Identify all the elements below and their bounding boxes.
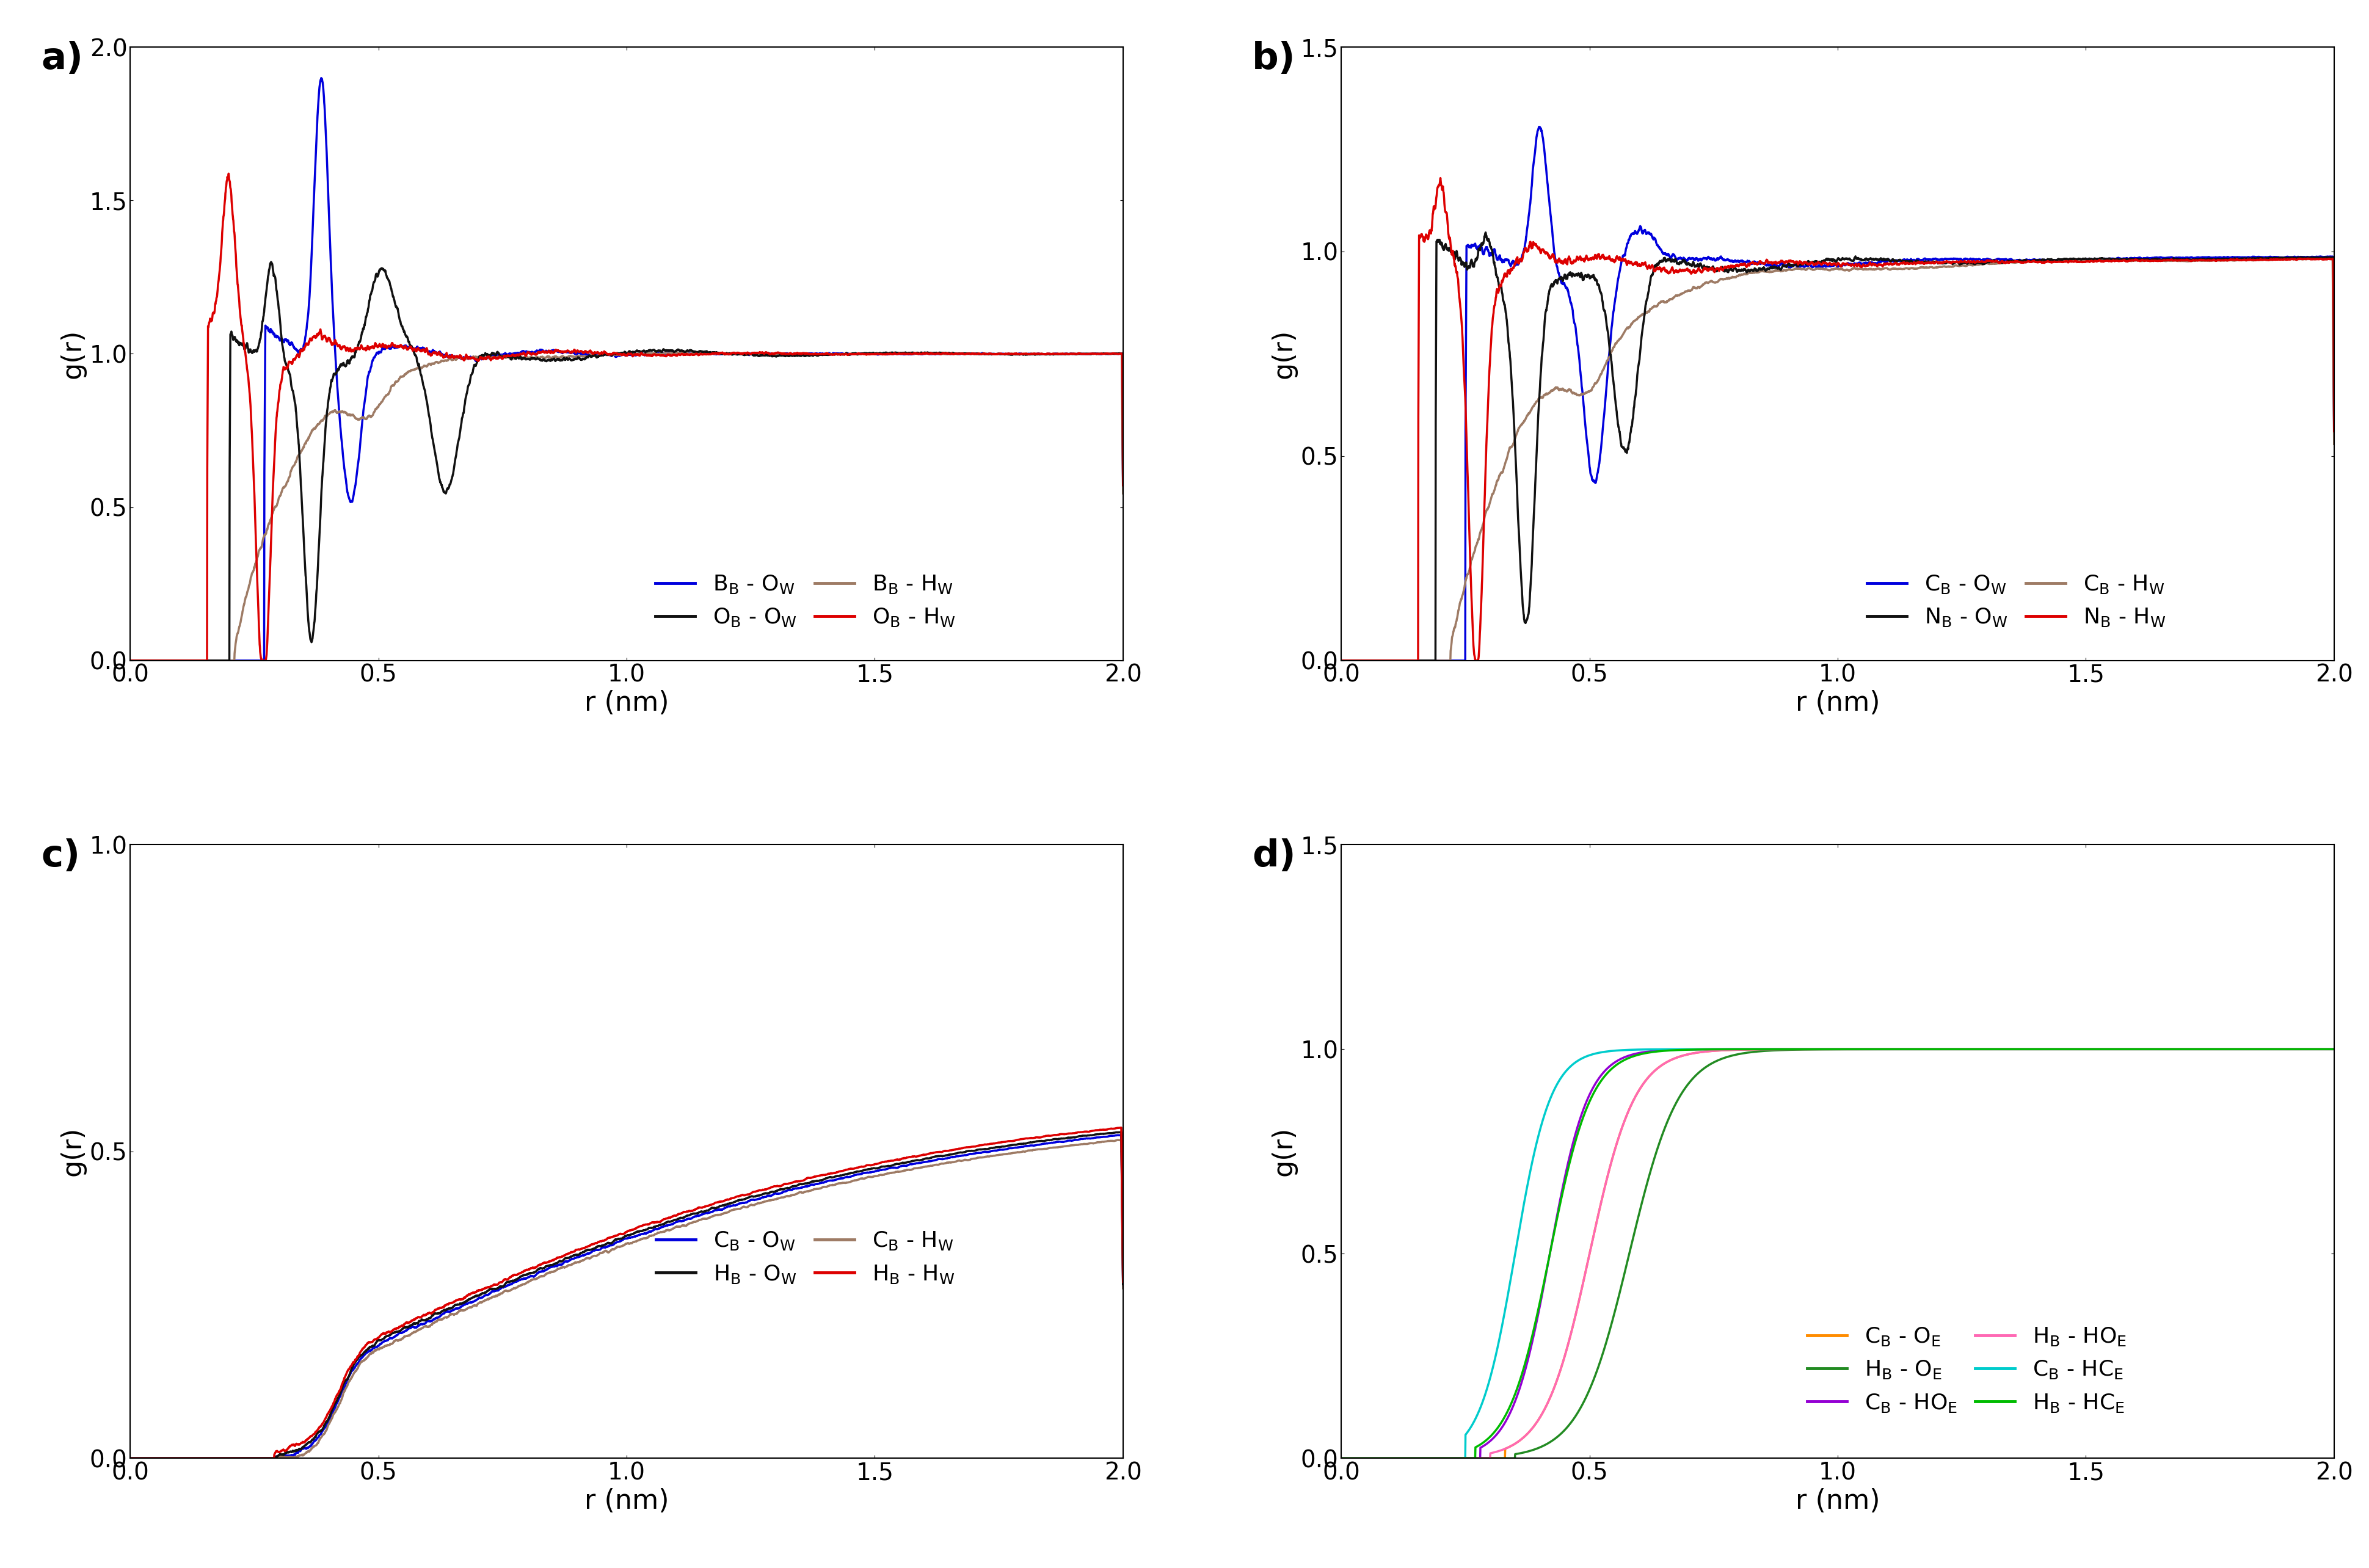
Text: a): a) xyxy=(40,41,83,77)
Y-axis label: g(r): g(r) xyxy=(1270,329,1296,378)
Text: c): c) xyxy=(40,839,81,875)
X-axis label: r (nm): r (nm) xyxy=(585,690,668,717)
Legend: $\mathrm{C_B}$ - $\mathrm{O_W}$, $\mathrm{H_B}$ - $\mathrm{O_W}$, $\mathrm{C_B}$: $\mathrm{C_B}$ - $\mathrm{O_W}$, $\mathr… xyxy=(647,1221,964,1294)
X-axis label: r (nm): r (nm) xyxy=(1796,1488,1879,1515)
Text: b): b) xyxy=(1251,41,1296,77)
Legend: $\mathrm{C_B}$ - $\mathrm{O_E}$, $\mathrm{H_B}$ - $\mathrm{O_E}$, $\mathrm{C_B}$: $\mathrm{C_B}$ - $\mathrm{O_E}$, $\mathr… xyxy=(1798,1317,2134,1422)
Y-axis label: g(r): g(r) xyxy=(1270,1127,1296,1176)
Legend: $\mathrm{B_B}$ - $\mathrm{O_W}$, $\mathrm{O_B}$ - $\mathrm{O_W}$, $\mathrm{B_B}$: $\mathrm{B_B}$ - $\mathrm{O_W}$, $\mathr… xyxy=(647,564,964,637)
X-axis label: r (nm): r (nm) xyxy=(1796,690,1879,717)
X-axis label: r (nm): r (nm) xyxy=(585,1488,668,1515)
Y-axis label: g(r): g(r) xyxy=(59,329,85,378)
Legend: $\mathrm{C_B}$ - $\mathrm{O_W}$, $\mathrm{N_B}$ - $\mathrm{O_W}$, $\mathrm{C_B}$: $\mathrm{C_B}$ - $\mathrm{O_W}$, $\mathr… xyxy=(1857,564,2175,637)
Y-axis label: g(r): g(r) xyxy=(59,1127,85,1176)
Text: d): d) xyxy=(1251,839,1296,875)
